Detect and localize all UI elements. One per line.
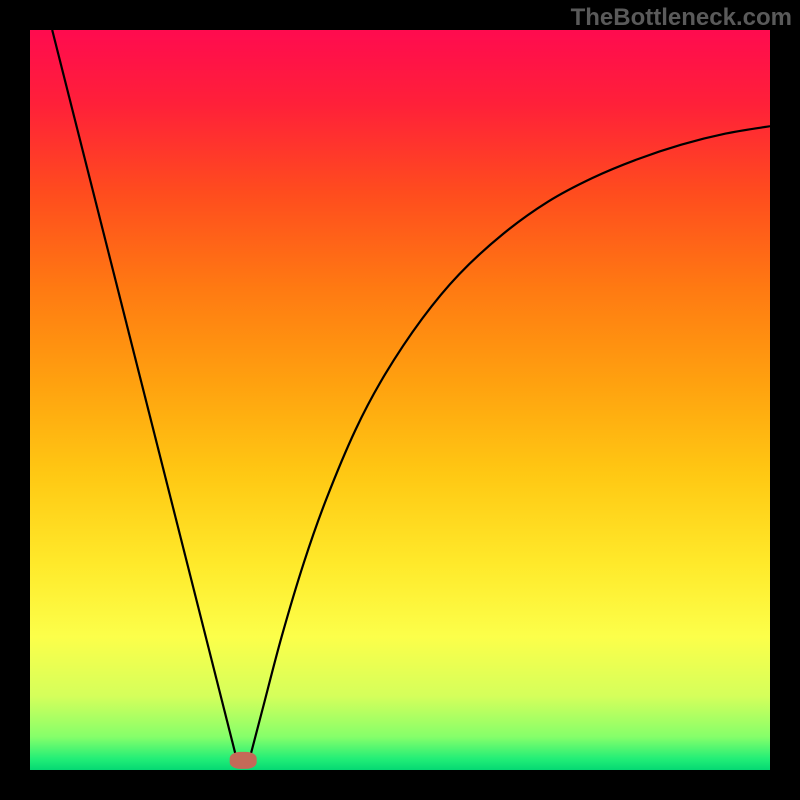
chart-container: TheBottleneck.com <box>0 0 800 800</box>
minimum-marker <box>230 752 257 768</box>
gradient-background <box>30 30 770 770</box>
plot-area <box>30 30 770 770</box>
watermark-text: TheBottleneck.com <box>571 4 792 32</box>
plot-svg <box>30 30 770 770</box>
